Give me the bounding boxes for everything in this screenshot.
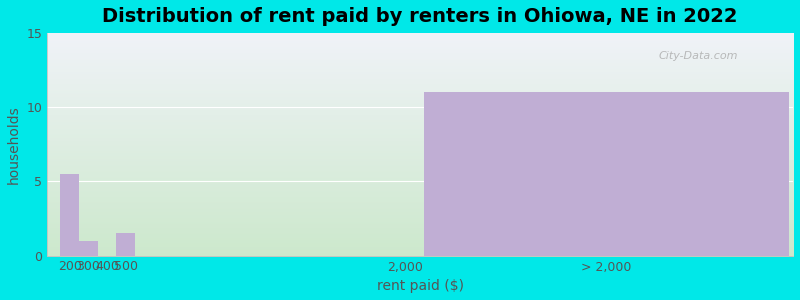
- Bar: [60, 174, 79, 256]
- X-axis label: rent paid ($): rent paid ($): [377, 279, 464, 293]
- Bar: [79, 241, 98, 256]
- Bar: [424, 92, 790, 256]
- Text: City-Data.com: City-Data.com: [659, 51, 738, 61]
- Bar: [116, 233, 135, 256]
- Title: Distribution of rent paid by renters in Ohiowa, NE in 2022: Distribution of rent paid by renters in …: [102, 7, 738, 26]
- Y-axis label: households: households: [7, 105, 21, 184]
